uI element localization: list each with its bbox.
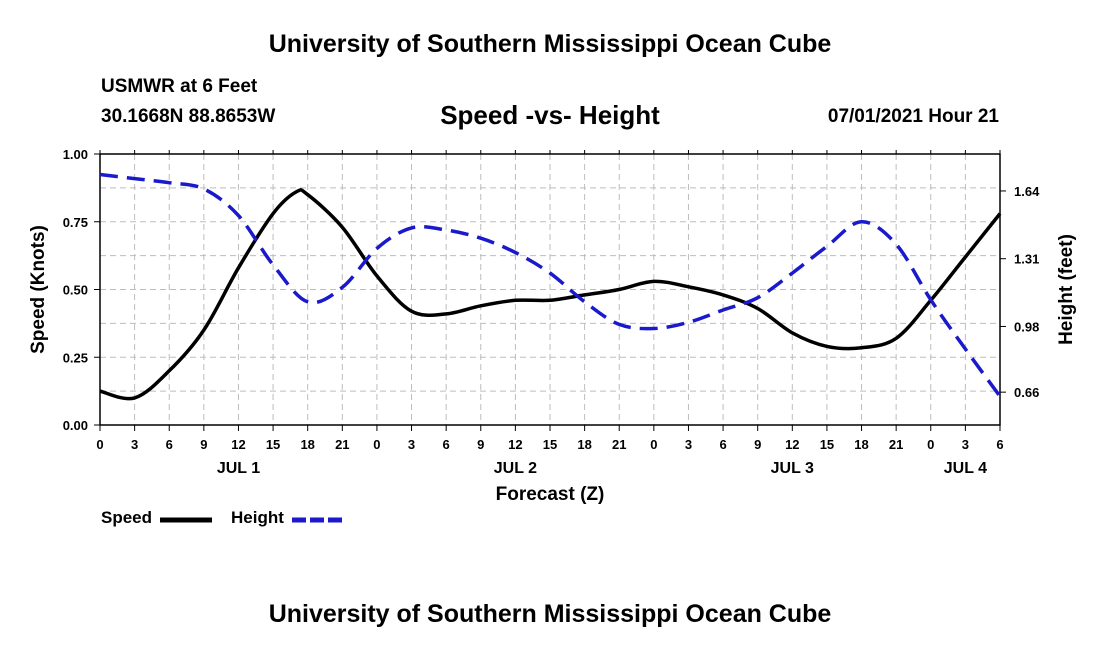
x-tick-label: 6: [719, 437, 726, 452]
y-left-tick-label: 0.00: [63, 418, 88, 433]
x-day-label: JUL 4: [944, 460, 987, 477]
x-tick-label: 18: [577, 437, 591, 452]
x-tick-label: 6: [166, 437, 173, 452]
legend-speed-label: Speed: [101, 508, 153, 527]
x-tick-label: 9: [477, 437, 484, 452]
footer-title: University of Southern Mississippi Ocean…: [268, 600, 832, 628]
y-right-tick-label: 0.66: [1014, 385, 1039, 400]
legend-height-label: Height: [231, 508, 284, 527]
x-tick-label: 3: [131, 437, 138, 452]
x-axis-title: Forecast (Z): [496, 484, 605, 505]
x-tick-label: 0: [927, 437, 934, 452]
x-tick-label: 21: [889, 437, 903, 452]
y-right-axis-title: Height (feet): [1056, 234, 1077, 345]
x-tick-label: 15: [820, 437, 834, 452]
x-tick-label: 15: [266, 437, 280, 452]
series-line-speed: [99, 188, 1002, 401]
series-line-height: [99, 172, 1002, 398]
x-tick-label: 12: [508, 437, 522, 452]
x-day-label: JUL 3: [771, 460, 814, 477]
x-tick-label: 3: [685, 437, 692, 452]
y-left-tick-label: 1.00: [63, 147, 88, 162]
x-day-label: JUL 2: [494, 460, 537, 477]
forecast-datetime: 07/01/2021 Hour 21: [827, 106, 999, 127]
x-tick-label: 18: [854, 437, 868, 452]
station-coords: 30.1668N 88.8653W: [101, 106, 276, 127]
x-tick-label: 9: [200, 437, 207, 452]
page-title: University of Southern Mississippi Ocean…: [268, 30, 832, 58]
y-left-tick-label: 0.25: [63, 350, 88, 365]
x-tick-label: 9: [754, 437, 761, 452]
x-tick-label: 6: [996, 437, 1003, 452]
y-right-tick-label: 0.98: [1014, 319, 1039, 334]
x-tick-label: 12: [785, 437, 799, 452]
x-tick-label: 0: [650, 437, 657, 452]
station-label: USMWR at 6 Feet: [101, 76, 258, 97]
x-day-label: JUL 1: [217, 460, 260, 477]
x-tick-label: 21: [612, 437, 626, 452]
y-left-tick-label: 0.75: [63, 215, 88, 230]
y-left-axis-title: Speed (Knots): [28, 225, 49, 354]
x-tick-label: 12: [231, 437, 245, 452]
x-tick-label: 3: [408, 437, 415, 452]
chart-title: Speed -vs- Height: [440, 100, 660, 130]
x-tick-label: 0: [373, 437, 380, 452]
x-tick-label: 21: [335, 437, 349, 452]
x-tick-label: 18: [300, 437, 314, 452]
y-right-tick-label: 1.64: [1014, 184, 1040, 199]
x-tick-label: 3: [962, 437, 969, 452]
x-tick-label: 6: [443, 437, 450, 452]
x-tick-label: 0: [96, 437, 103, 452]
y-left-tick-label: 0.50: [63, 283, 88, 298]
y-right-tick-label: 1.31: [1014, 252, 1039, 267]
x-tick-label: 15: [543, 437, 557, 452]
